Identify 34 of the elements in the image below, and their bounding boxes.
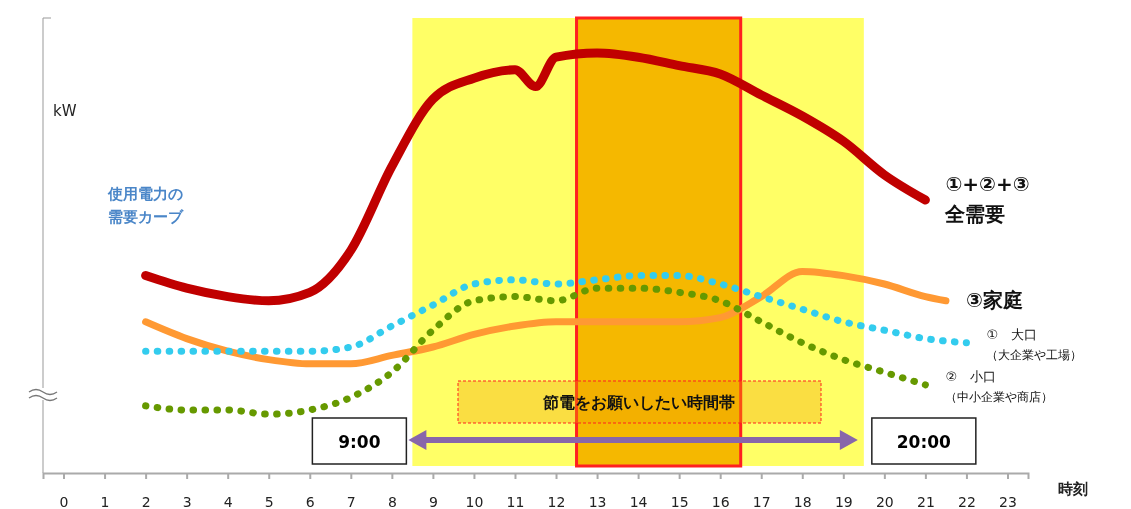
- x-tick-label: 0: [59, 493, 69, 509]
- series-label: ①+②+③ 全需要: [944, 172, 1030, 226]
- band-label: 節電をお願いしたい時間帯: [542, 393, 735, 412]
- x-tick-label: 12: [547, 493, 566, 509]
- x-axis-title: 時刻: [1058, 480, 1088, 498]
- x-tick-label: 19: [834, 493, 853, 509]
- x-tick-label: 16: [711, 493, 730, 509]
- x-tick-label: 21: [916, 493, 935, 509]
- x-tick-label: 1: [100, 493, 110, 509]
- x-tick-label: 15: [670, 493, 689, 509]
- x-tick-label: 17: [752, 493, 771, 509]
- series-label: ③家庭: [965, 287, 1023, 312]
- x-tick-label: 8: [387, 493, 397, 509]
- series-label: ② 小口（中小企業や商店）: [945, 368, 1054, 404]
- x-tick-label: 5: [264, 493, 274, 509]
- annotation: 使用電力の需要カーブ: [107, 185, 184, 226]
- x-tick-label: 3: [182, 493, 192, 509]
- x-tick-label: 14: [629, 493, 648, 509]
- annotation: 20:00: [896, 432, 952, 452]
- x-tick-label: 18: [793, 493, 812, 509]
- x-tick-label: 22: [958, 493, 976, 509]
- annotation: 9:00: [338, 432, 381, 452]
- x-tick-label: 23: [999, 493, 1017, 509]
- x-tick-label: 6: [305, 493, 315, 509]
- x-tick-label: 2: [141, 493, 151, 509]
- series-label: ① 大口（大企業や工場）: [986, 326, 1083, 362]
- x-tick-label: 20: [875, 493, 894, 509]
- x-tick-label: 9: [428, 493, 438, 509]
- x-tick-label: 10: [465, 493, 484, 509]
- x-tick-label: 11: [506, 493, 525, 509]
- x-tick-label: 4: [223, 493, 233, 509]
- x-tick-label: 7: [346, 493, 356, 509]
- x-tick-label: 13: [588, 493, 607, 509]
- y-axis-title: kW: [53, 102, 77, 120]
